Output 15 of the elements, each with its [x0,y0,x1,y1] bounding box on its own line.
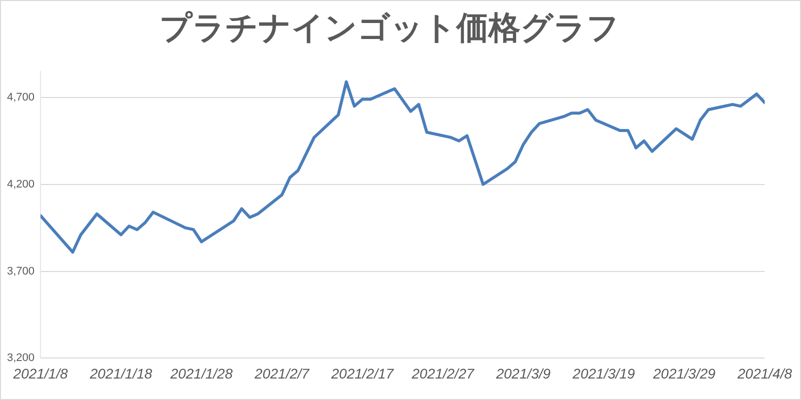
x-tick-label: 2021/3/9 [495,365,551,382]
x-tick-label: 2021/1/18 [88,365,152,382]
x-tick-label: 2021/1/28 [169,365,233,382]
y-tick-label: 4,700 [6,92,35,104]
x-tick-label: 2021/2/27 [410,365,476,382]
x-tick-label: 2021/3/29 [652,365,716,382]
chart-title: プラチナインゴット価格グラフ [160,8,620,47]
y-tick-label: 3,700 [6,265,35,278]
x-tick-label: 2021/3/19 [572,365,636,382]
y-tick-label: 3,200 [6,352,35,364]
x-tick-label: 2021/4/8 [736,365,792,382]
x-tick-label: 2021/1/8 [12,365,68,382]
x-tick-label: 2021/2/7 [254,365,310,382]
x-tick-label: 2021/2/17 [330,365,395,382]
y-tick-label: 4,200 [6,178,35,190]
